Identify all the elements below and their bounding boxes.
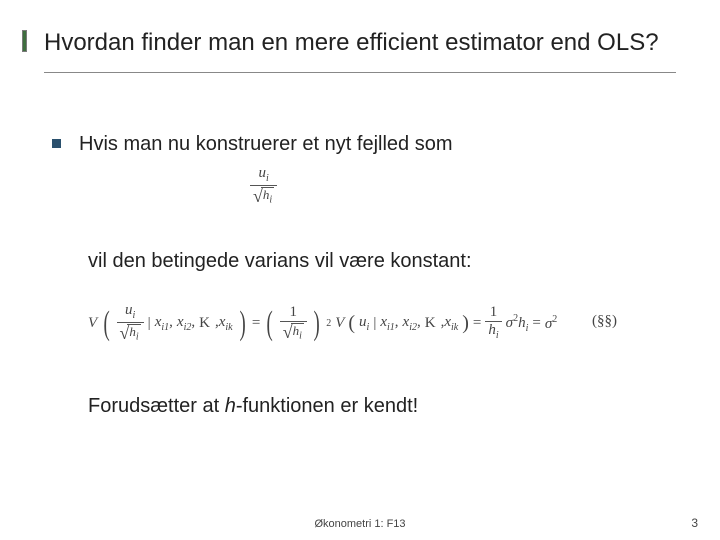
eq2-x1b-sub: i1 (387, 322, 395, 333)
eq1-num: u (258, 165, 266, 181)
eq2-xkb: x (444, 314, 451, 330)
eq2-sq1: 2 (326, 318, 331, 329)
bullet-text: Hvis man nu konstruerer et nyt fejlled s… (79, 131, 453, 158)
eq2-one2: 1 (487, 305, 501, 321)
bullet-marker (52, 139, 61, 148)
eq2-h2-sub: i (526, 323, 529, 334)
line3-prefix: Forudsætter at (88, 395, 225, 417)
eq2-sigma1: σ (506, 315, 513, 331)
eq2-xkb-sub: ik (451, 322, 458, 333)
page-number: 3 (691, 516, 698, 530)
eq2-x1b: x (380, 314, 387, 330)
eq2-x2b-sub: i2 (409, 322, 417, 333)
eq2-eq1: = (252, 315, 260, 332)
eq2-x2: x (177, 314, 184, 330)
eq2-h: h (488, 322, 496, 338)
eq2-V1: V (88, 315, 97, 332)
eq2-frac-den-sub: i (136, 332, 139, 343)
eq2-frac-num-sub: i (132, 310, 135, 321)
eq2-one: 1 (287, 305, 301, 321)
bullet-item: Hvis man nu konstruerer et nyt fejlled s… (52, 131, 676, 158)
line3-italic: h (225, 395, 236, 417)
equation-reference: (§§) (592, 313, 617, 330)
eq2-sq3: 2 (552, 314, 557, 325)
eq1-num-sub: i (266, 173, 269, 184)
equation-1: ui √hi (250, 166, 277, 206)
equation-2: V ( ui √hi | xi1, xi2, K ,xik ) = ( 1 √h… (88, 303, 557, 343)
eq2-dots1: K (199, 315, 211, 332)
body-line-3: Forudsætter at h-funktionen er kendt! (52, 395, 676, 418)
eq2-xk-sub: ik (225, 322, 232, 333)
title-accent-bar (22, 30, 27, 52)
eq2-bar1: | (148, 315, 151, 332)
line3-suffix: -funktionen er kendt! (236, 395, 418, 417)
eq2-x1-sub: i1 (161, 322, 169, 333)
eq2-u2: u (359, 314, 367, 330)
eq2-h-sub: i (496, 330, 499, 341)
eq2-u2-sub: i (367, 322, 370, 333)
eq2-dots2: K (425, 315, 437, 332)
eq2-eq2: = (473, 315, 481, 332)
slide-title: Hvordan finder man en mere efficient est… (44, 28, 676, 73)
footer-text: Økonometri 1: F13 (0, 518, 720, 530)
eq2-bar2: | (373, 315, 376, 332)
eq2-h2: h (518, 315, 526, 331)
eq2-frac-den2-sub: i (299, 330, 302, 341)
eq1-den-sub: i (269, 195, 272, 206)
body-line-2: vil den betingede varians vil være konst… (52, 250, 676, 273)
eq2-V2: V (335, 315, 344, 332)
eq2-eq3: = (532, 315, 540, 332)
